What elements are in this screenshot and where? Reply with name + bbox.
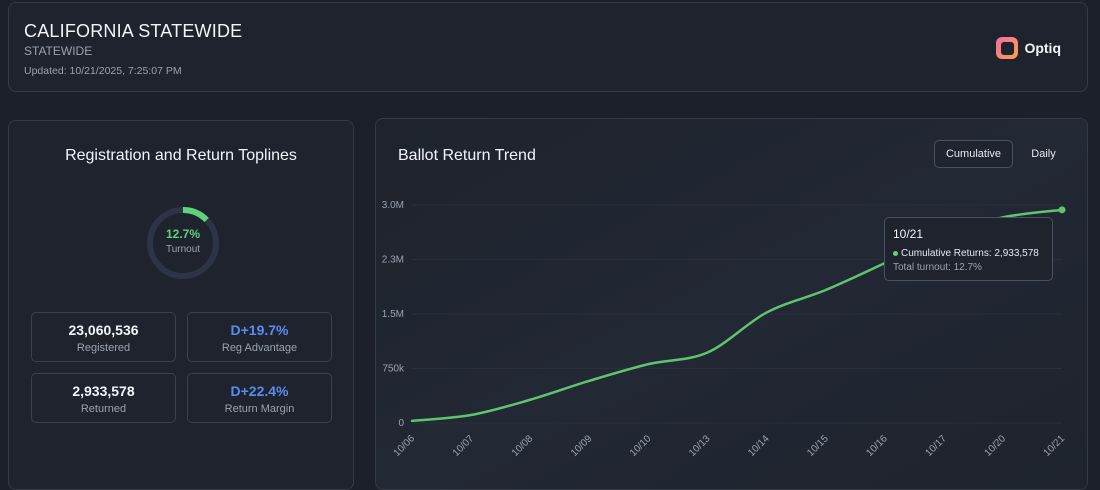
brand[interactable]: Optiq: [996, 37, 1061, 59]
stat-reg-advantage: D+19.7% Reg Advantage: [187, 312, 332, 362]
updated-timestamp: Updated: 10/21/2025, 7:25:07 PM: [24, 65, 182, 77]
page-subtitle: STATEWIDE: [24, 44, 93, 58]
stat-label: Registered: [76, 342, 131, 354]
y-tick-label: 0: [398, 418, 404, 429]
toggle-cumulative-button[interactable]: Cumulative: [934, 140, 1013, 168]
tooltip-value: Cumulative Returns: 2,933,578: [901, 248, 1039, 259]
stat-return-margin: D+22.4% Return Margin: [187, 373, 332, 423]
brand-logo-icon: [996, 37, 1019, 59]
y-tick-label: 2.3M: [382, 255, 404, 266]
stat-label: Reg Advantage: [221, 342, 298, 354]
turnout-label: Turnout: [165, 244, 201, 255]
stat-returned: 2,933,578 Returned: [31, 373, 176, 423]
turnout-gauge-fill: [147, 207, 219, 279]
tooltip-value-row: Cumulative Returns: 2,933,578: [893, 248, 1039, 259]
header-card: CALIFORNIA STATEWIDE STATEWIDE Updated: …: [8, 2, 1088, 92]
trend-card: 0 750k 1.5M 2.3M 3.0M 10/06 10/07 10/08 10/09 10…: [375, 118, 1088, 490]
chart-tooltip: 10/21 Cumulative Returns: 2,933,578 Tota…: [884, 217, 1053, 281]
tooltip-date: 10/21: [893, 227, 924, 241]
stat-label: Returned: [80, 403, 127, 415]
brand-name: Optiq: [1024, 40, 1061, 56]
stat-value: 23,060,536: [68, 322, 139, 338]
series-dot-icon: [893, 250, 898, 256]
turnout-percent: 12.7%: [165, 227, 201, 241]
toplines-card: Registration and Return Toplines 12.7% T…: [8, 120, 354, 490]
turnout-gauge-ring: [147, 207, 219, 279]
turnout-gauge: 12.7% Turnout: [145, 205, 221, 281]
stat-registered: 23,060,536 Registered: [31, 312, 176, 362]
page-title: CALIFORNIA STATEWIDE: [24, 21, 243, 41]
tooltip-subtext: Total turnout: 12.7%: [893, 262, 982, 273]
active-data-point[interactable]: [1058, 206, 1066, 214]
stat-value: D+19.7%: [230, 322, 289, 338]
stat-value: D+22.4%: [230, 383, 289, 399]
stat-label: Return Margin: [224, 403, 295, 415]
toplines-title: Registration and Return Toplines: [65, 147, 297, 164]
chart-background: [376, 119, 1087, 489]
stat-value: 2,933,578: [72, 383, 135, 399]
y-tick-label: 1.5M: [382, 309, 404, 320]
chart-title: Ballot Return Trend: [398, 147, 536, 164]
toggle-daily-button[interactable]: Daily: [1031, 148, 1056, 160]
y-tick-label: 3.0M: [382, 200, 404, 211]
y-tick-label: 750k: [382, 364, 405, 375]
